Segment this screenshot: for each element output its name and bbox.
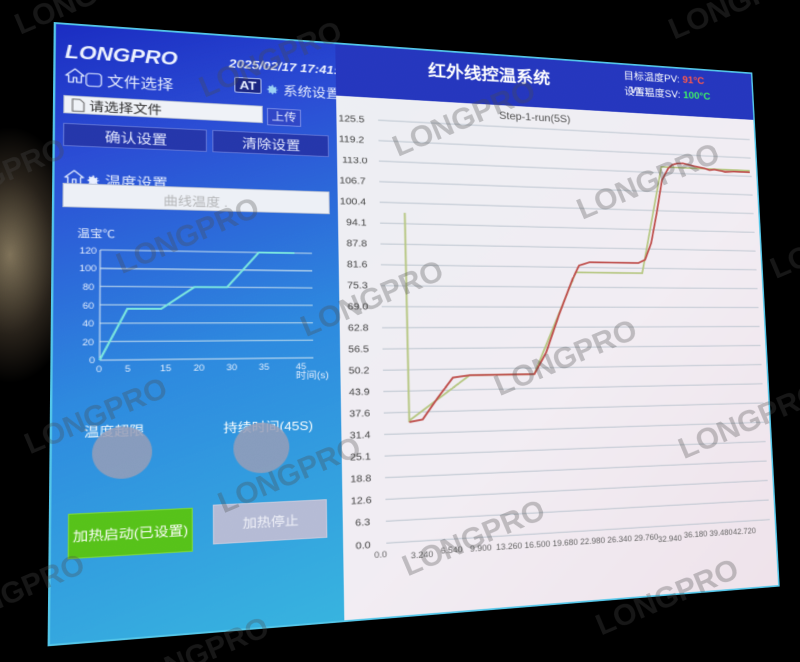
svg-text:13.260: 13.260: [496, 541, 522, 552]
svg-text:39.480: 39.480: [709, 528, 733, 538]
svg-text:6.3: 6.3: [355, 517, 370, 529]
svg-text:25.1: 25.1: [350, 452, 371, 463]
svg-text:87.8: 87.8: [346, 238, 367, 249]
svg-text:0: 0: [96, 365, 102, 375]
svg-text:9.900: 9.900: [470, 543, 492, 554]
svg-text:26.340: 26.340: [607, 534, 632, 545]
svg-text:100: 100: [79, 264, 96, 274]
svg-text:60: 60: [83, 301, 95, 311]
svg-text:75.3: 75.3: [347, 281, 368, 292]
svg-text:6.540: 6.540: [440, 545, 462, 556]
svg-text:18.8: 18.8: [350, 473, 371, 485]
svg-text:3.240: 3.240: [411, 550, 434, 561]
svg-text:62.8: 62.8: [348, 323, 369, 334]
svg-text:94.1: 94.1: [346, 217, 367, 228]
svg-text:5: 5: [125, 364, 131, 374]
svg-text:31.4: 31.4: [350, 430, 371, 441]
svg-text:125.5: 125.5: [338, 114, 364, 125]
svg-text:80: 80: [83, 283, 95, 293]
svg-text:106.7: 106.7: [339, 176, 365, 187]
svg-text:32.940: 32.940: [658, 534, 682, 545]
svg-text:0.0: 0.0: [355, 540, 370, 552]
svg-text:100.4: 100.4: [340, 196, 366, 207]
svg-text:20: 20: [82, 338, 94, 348]
svg-text:120: 120: [79, 246, 96, 256]
svg-text:29.760: 29.760: [634, 533, 659, 544]
svg-text:50.2: 50.2: [348, 366, 369, 377]
svg-text:15: 15: [160, 364, 171, 374]
svg-text:42.720: 42.720: [733, 527, 756, 537]
svg-text:69.0: 69.0: [347, 302, 368, 312]
svg-text:43.9: 43.9: [349, 387, 370, 398]
svg-text:35: 35: [259, 363, 270, 373]
svg-text:16.500: 16.500: [524, 540, 550, 551]
svg-text:36.180: 36.180: [684, 530, 708, 541]
svg-text:45: 45: [296, 362, 307, 372]
svg-text:30: 30: [226, 363, 237, 373]
svg-text:40: 40: [82, 319, 94, 329]
svg-text:81.6: 81.6: [347, 259, 368, 270]
svg-text:22.980: 22.980: [580, 536, 605, 547]
svg-text:113.0: 113.0: [342, 155, 368, 166]
svg-text:0.0: 0.0: [374, 550, 387, 561]
svg-text:119.2: 119.2: [339, 134, 365, 145]
svg-text:0: 0: [89, 356, 95, 366]
svg-text:37.6: 37.6: [349, 408, 370, 419]
svg-text:56.5: 56.5: [348, 344, 369, 355]
svg-text:20: 20: [193, 363, 204, 373]
svg-text:12.6: 12.6: [351, 495, 372, 507]
svg-text:19.680: 19.680: [552, 538, 578, 549]
